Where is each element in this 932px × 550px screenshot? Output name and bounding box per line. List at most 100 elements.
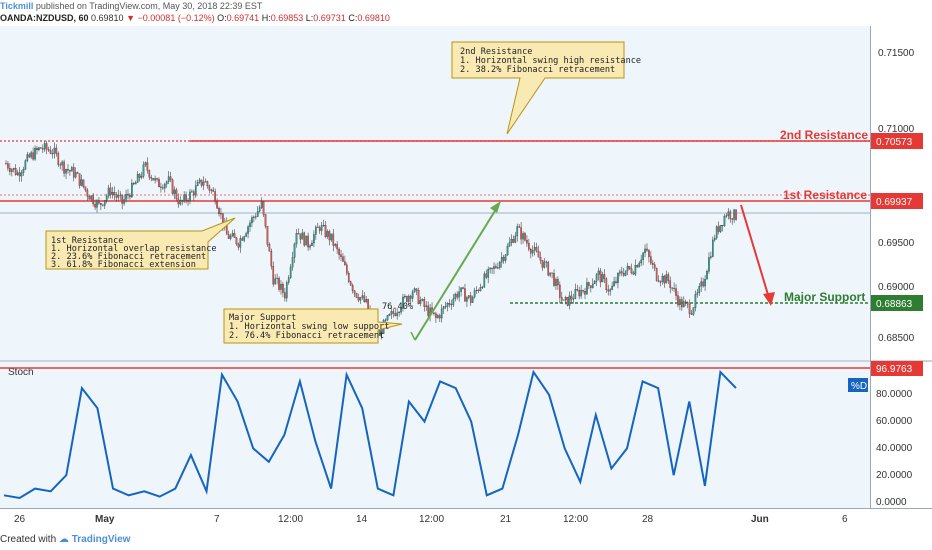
callout-major-support[interactable]: Major Support 1. Horizontal swing low su… bbox=[223, 308, 403, 344]
candle-body bbox=[731, 218, 734, 220]
candle-body bbox=[69, 170, 71, 172]
candle-body bbox=[204, 181, 207, 183]
candle-body bbox=[229, 235, 232, 239]
candle-body bbox=[588, 282, 590, 286]
candle-body bbox=[500, 257, 503, 263]
time-tick: 12:00 bbox=[278, 514, 303, 525]
candle-body bbox=[514, 235, 517, 243]
time-tick: 21 bbox=[500, 514, 512, 525]
close-value: 0.69810 bbox=[357, 13, 390, 23]
symbol-name[interactable]: OANDA:NZDUSD, 60 bbox=[0, 13, 89, 23]
candle-body bbox=[109, 187, 112, 195]
candle-body bbox=[344, 261, 346, 266]
candle-body bbox=[365, 299, 368, 303]
down-arrow bbox=[740, 204, 770, 299]
candle-body bbox=[220, 213, 222, 215]
candle-body bbox=[127, 194, 129, 196]
candle-body bbox=[32, 152, 34, 160]
candle-body bbox=[497, 267, 499, 269]
candle-body bbox=[700, 281, 703, 287]
candle-body bbox=[725, 215, 728, 217]
symbol-legend: OANDA:NZDUSD, 60 0.69810 ▼ −0.00081 (−0.… bbox=[0, 12, 932, 25]
tradingview-brand[interactable]: TradingView bbox=[71, 534, 131, 545]
candle-body bbox=[330, 233, 333, 241]
down-triangle-icon: ▼ bbox=[126, 13, 136, 23]
candle-body bbox=[18, 172, 21, 177]
candle-body bbox=[684, 301, 687, 303]
created-with-text: Created with bbox=[0, 534, 57, 545]
callout-line: 1. Horizontal swing high resistance bbox=[460, 56, 641, 66]
callout-line: Major Support bbox=[229, 313, 296, 323]
res2-label: 2nd Resistance bbox=[780, 128, 868, 142]
candle-body bbox=[47, 149, 50, 151]
candle-body bbox=[655, 267, 658, 281]
candle-body bbox=[20, 172, 23, 177]
candle-body bbox=[446, 303, 449, 307]
candle-body bbox=[144, 162, 147, 166]
candle-body bbox=[94, 203, 96, 208]
candle-body bbox=[303, 232, 306, 246]
candle-body bbox=[245, 233, 247, 237]
candle-body bbox=[208, 185, 211, 191]
candle-body bbox=[117, 195, 120, 198]
last-price: 0.69810 bbox=[91, 13, 124, 23]
candle-body bbox=[531, 250, 534, 254]
candle-body bbox=[682, 301, 685, 308]
candle-body bbox=[673, 287, 675, 289]
candle-body bbox=[169, 176, 172, 180]
candle-body bbox=[237, 243, 240, 248]
candle-body bbox=[165, 181, 168, 185]
candle-body bbox=[131, 182, 133, 198]
candle-body bbox=[36, 148, 38, 151]
callout-first-resistance[interactable]: 1st Resistance 1. Horizontal overlap res… bbox=[45, 217, 236, 270]
publisher-name[interactable]: Tickmill bbox=[0, 1, 34, 11]
candle-body bbox=[564, 297, 567, 301]
candle-body bbox=[390, 311, 393, 315]
candle-body bbox=[299, 233, 302, 240]
candle-body bbox=[437, 315, 439, 318]
candle-body bbox=[487, 269, 490, 278]
low-label: L: bbox=[305, 13, 314, 23]
candle-body bbox=[690, 313, 693, 315]
candle-body bbox=[653, 264, 656, 269]
candle-body bbox=[179, 200, 182, 205]
candle-body bbox=[715, 226, 718, 239]
candle-body bbox=[49, 150, 52, 154]
candle-body bbox=[698, 286, 701, 293]
candle-body bbox=[100, 203, 102, 205]
candle-body bbox=[415, 288, 418, 291]
res2-price-text: 0.70573 bbox=[876, 137, 913, 148]
candle-body bbox=[332, 233, 335, 246]
candle-body bbox=[132, 182, 135, 185]
candle-body bbox=[262, 201, 265, 215]
stoch-series-tag[interactable] bbox=[848, 378, 868, 392]
candle-body bbox=[675, 288, 677, 296]
callout-second-resistance[interactable]: 2nd Resistance 1. Horizontal swing high … bbox=[451, 41, 641, 135]
candle-body bbox=[316, 226, 319, 228]
candle-body bbox=[402, 296, 404, 309]
stoch-value-text: 96.9763 bbox=[876, 364, 913, 375]
candle-body bbox=[297, 233, 300, 235]
candle-body bbox=[136, 174, 139, 183]
candle-body bbox=[541, 260, 544, 268]
res1-price-tag bbox=[871, 193, 923, 209]
candle-body bbox=[555, 279, 557, 286]
candle-body bbox=[311, 242, 313, 246]
candle-body bbox=[173, 189, 176, 194]
candle-body bbox=[522, 233, 524, 240]
candle-body bbox=[423, 299, 426, 307]
candle-body bbox=[185, 194, 187, 201]
candle-body bbox=[78, 173, 81, 186]
candle-body bbox=[357, 297, 360, 301]
candle-body bbox=[479, 287, 482, 291]
candle-body bbox=[38, 147, 40, 151]
time-tick: 7 bbox=[214, 514, 220, 525]
candle-body bbox=[347, 273, 350, 282]
candle-body bbox=[586, 282, 588, 295]
high-value: 0.69853 bbox=[270, 13, 304, 23]
callout-bubble bbox=[451, 41, 625, 135]
candle-body bbox=[353, 290, 356, 294]
candle-body bbox=[43, 143, 46, 150]
candle-body bbox=[291, 257, 294, 268]
